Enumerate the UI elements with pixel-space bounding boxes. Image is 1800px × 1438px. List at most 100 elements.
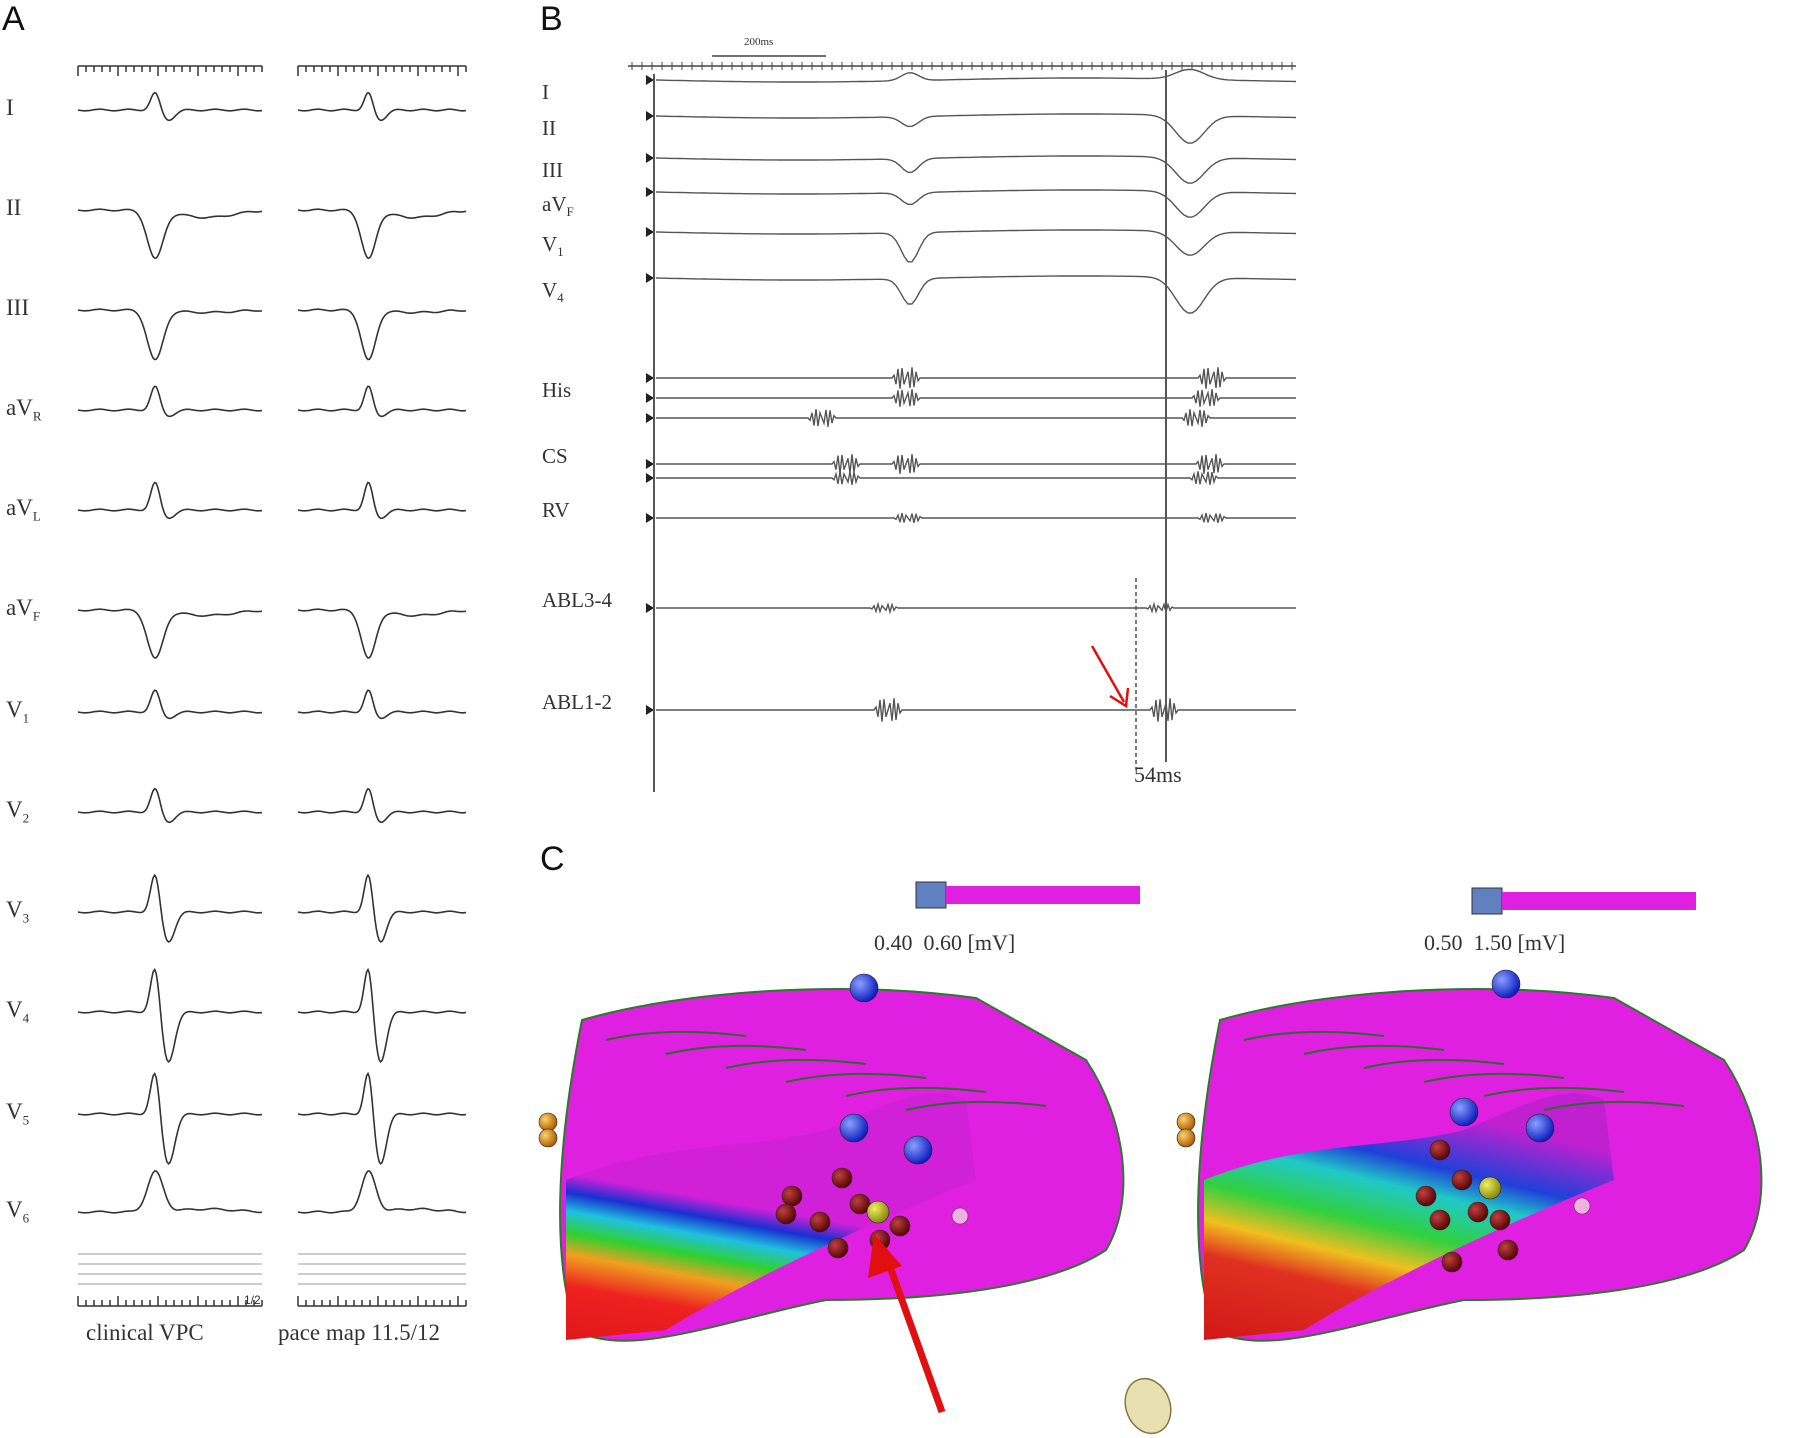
left-red-lesion-7 [827, 1237, 849, 1259]
right-colorbar-bar [1502, 892, 1696, 910]
left-red-lesion-5 [889, 1215, 911, 1237]
channel-marker-surface-2 [646, 153, 654, 163]
channel-marker-surface-4 [646, 227, 654, 237]
lead-label-a-6: V1 [6, 697, 30, 726]
trace-clinical-lead-5 [77, 608, 263, 659]
left-orange-marker-0 [538, 1112, 558, 1132]
lead-label-b-1: II [542, 116, 556, 140]
left-blue-marker-1 [839, 1113, 869, 1143]
trace-intracardiac-0 [656, 367, 1296, 389]
lead-sub-a-3: R [32, 408, 42, 424]
left-map-catheter-line [905, 1100, 1047, 1111]
channel-label-4: ABL1-2 [542, 690, 612, 714]
trace-pacemap-lead-9 [297, 967, 467, 1064]
channel-marker-surface-3 [646, 187, 654, 197]
right-red-lesion-6 [1441, 1251, 1463, 1273]
left-red-lesion-1 [809, 1211, 831, 1233]
channel-label-1: CS [542, 444, 568, 468]
panel-b-letter: B [540, 0, 563, 38]
lead-sub-a-9: 4 [22, 1010, 30, 1026]
right-blue-marker-1 [1449, 1097, 1479, 1127]
channel-marker-intra-5 [646, 513, 654, 523]
left-yellow-marker-0 [866, 1200, 890, 1224]
channel-marker-intra-2 [646, 413, 654, 423]
right-red-lesion-5 [1497, 1239, 1519, 1261]
lead-label-a-4: aVL [6, 495, 41, 524]
trace-surface-5 [655, 275, 1297, 314]
channel-label-2: RV [542, 498, 570, 522]
right-pink-marker [1573, 1197, 1591, 1215]
right-map-catheter-line [1543, 1100, 1685, 1111]
lead-label-a-2: III [6, 295, 29, 320]
lead-sub-a-4: L [32, 508, 41, 524]
interval-label: 54ms [1134, 762, 1182, 787]
right-red-lesion-2 [1415, 1185, 1437, 1207]
left-voltage-scale-label: 0.40 0.60 [mV] [874, 930, 1016, 955]
right-red-lesion-4 [1467, 1201, 1489, 1223]
lead-label-b-4-sub: 1 [557, 244, 564, 260]
trace-surface-1 [655, 113, 1297, 144]
onset-arrow-head [1109, 687, 1130, 709]
right-map-catheter-line [1483, 1086, 1625, 1097]
trace-clinical-lead-8 [77, 873, 263, 943]
lead-label-b-4: V1 [542, 232, 564, 260]
onset-arrow-shaft [1090, 645, 1126, 703]
right-map-catheter-line [1303, 1044, 1445, 1055]
trace-pacemap-lead-7 [297, 787, 467, 824]
trace-intracardiac-4 [656, 471, 1296, 485]
channel-marker-surface-0 [646, 75, 654, 85]
lead-label-b-0: I [542, 80, 549, 104]
right-red-lesion-7 [1429, 1209, 1451, 1231]
trace-pacemap-lead-1 [297, 208, 467, 260]
left-pink-marker [951, 1207, 969, 1225]
lead-sub-a-6: 1 [22, 710, 30, 726]
trace-intracardiac-6 [656, 601, 1296, 615]
channel-marker-intra-7 [646, 705, 654, 715]
channel-marker-intra-0 [646, 373, 654, 383]
trace-clinical-lead-3 [77, 385, 263, 418]
left-blue-marker-0 [849, 973, 879, 1003]
trace-pacemap-lead-11 [297, 1170, 467, 1214]
left-red-lesion-2 [831, 1167, 853, 1189]
corner-mark: 1/2 [244, 1293, 261, 1307]
panel-c-letter: C [540, 840, 565, 878]
scale-bar-label: 200ms [744, 36, 774, 48]
left-map-catheter-line [785, 1072, 927, 1083]
left-map-catheter-line [665, 1044, 807, 1055]
trace-clinical-lead-1 [77, 208, 263, 260]
panel-a-letter: A [2, 0, 25, 38]
right-yellow-marker-0 [1478, 1176, 1502, 1200]
channel-marker-intra-1 [646, 393, 654, 403]
left-red-lesion-3 [849, 1193, 871, 1215]
right-map-voltage-band [1204, 1093, 1614, 1340]
right-red-lesion-1 [1451, 1169, 1473, 1191]
right-map-catheter-line [1243, 1030, 1385, 1041]
trace-pacemap-lead-4 [297, 481, 467, 520]
trace-intracardiac-2 [656, 409, 1296, 427]
lead-sub-a-8: 3 [22, 910, 30, 926]
trace-intracardiac-7 [656, 698, 1296, 722]
target-arrow-head [868, 1234, 902, 1278]
lead-label-a-8: V3 [6, 897, 30, 926]
right-map-catheter-line [1423, 1072, 1565, 1083]
lead-label-a-9: V4 [6, 997, 30, 1026]
trace-clinical-lead-7 [77, 787, 263, 824]
channel-marker-intra-6 [646, 603, 654, 613]
trace-clinical-lead-2 [77, 308, 263, 361]
trace-pacemap-lead-5 [297, 608, 467, 659]
voltage-map-right [1176, 887, 1763, 1342]
lead-label-b-2: III [542, 158, 563, 182]
trace-pacemap-lead-10 [297, 1071, 467, 1166]
left-blue-marker-2 [903, 1135, 933, 1165]
left-map-voltage-band [566, 1093, 976, 1340]
lead-label-a-11: V6 [6, 1197, 30, 1226]
left-red-lesion-0 [781, 1185, 803, 1207]
trace-clinical-lead-10 [77, 1071, 263, 1165]
lead-label-b-3: aVF [542, 192, 574, 220]
orientation-heart-icon [1124, 1377, 1172, 1435]
right-blue-marker-0 [1491, 969, 1521, 999]
left-map-catheter-line [725, 1058, 867, 1069]
channel-marker-surface-1 [646, 111, 654, 121]
trace-pacemap-lead-8 [297, 873, 467, 943]
